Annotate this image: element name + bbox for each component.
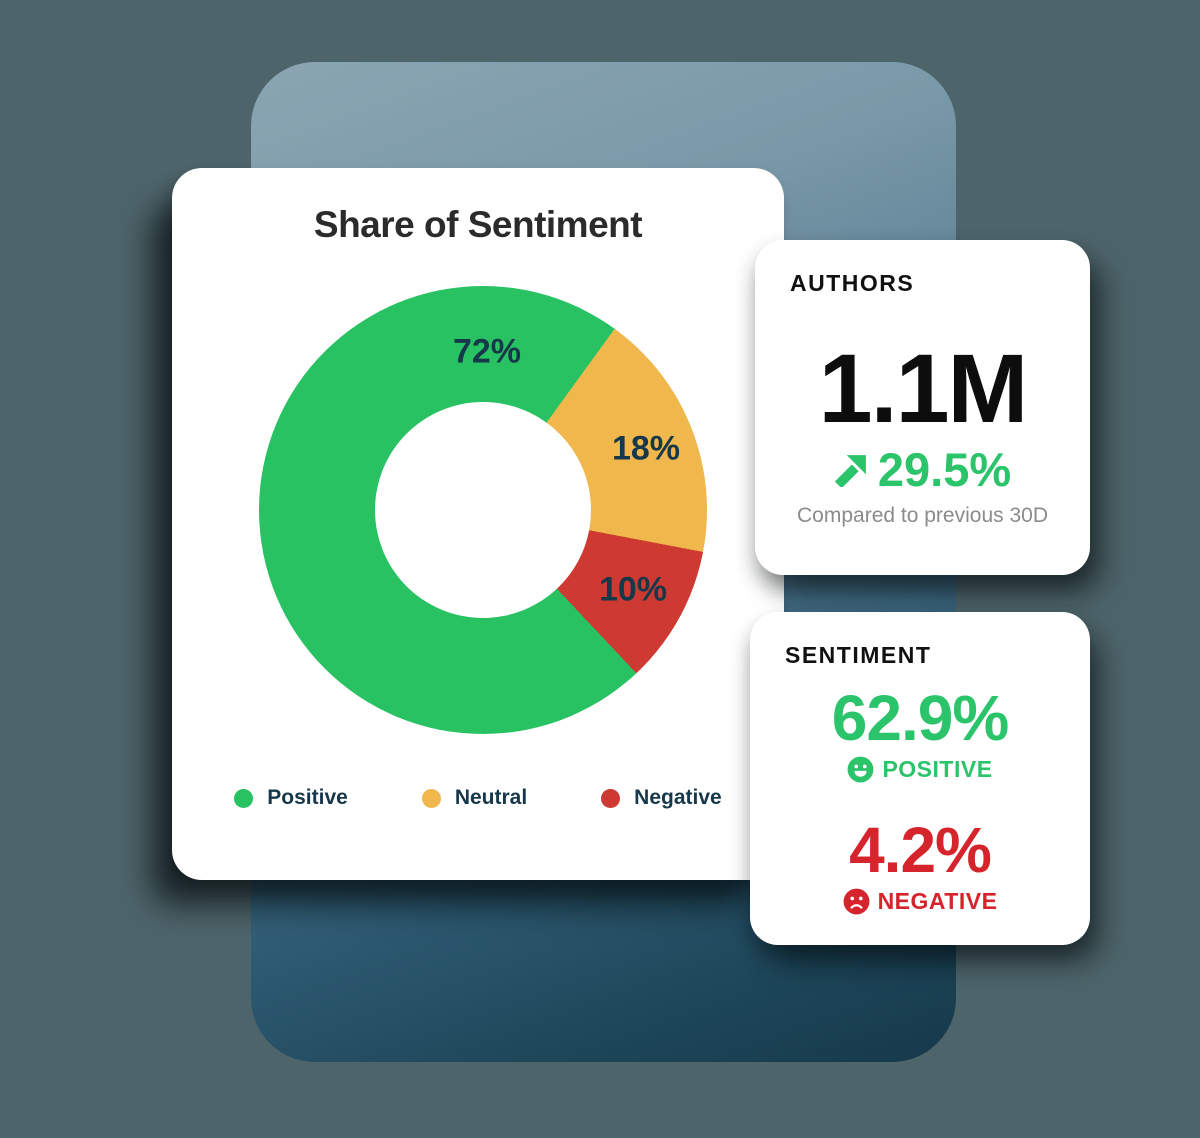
slice-label-neutral: 18% (611, 429, 681, 468)
slice-label-negative: 10% (598, 570, 668, 609)
legend-label-negative: Negative (634, 786, 722, 809)
authors-change-row: 29.5% (755, 442, 1090, 497)
authors-caption: Compared to previous 30D (797, 504, 1048, 527)
legend-item-neutral: Neutral (421, 786, 528, 810)
sentiment-negative-row: NEGATIVE (750, 888, 1090, 915)
authors-card: AUTHORS 1.1M 29.5% Compared to previous … (755, 240, 1090, 575)
positive-dot-icon (234, 788, 254, 808)
sentiment-header: SENTIMENT (785, 642, 932, 668)
share-of-sentiment-card: Share of Sentiment 72% 18% 10% Positive … (172, 168, 784, 880)
chart-title: Share of Sentiment (313, 204, 643, 245)
sentiment-negative-label: NEGATIVE (877, 888, 998, 914)
sentiment-negative-value: 4.2% (849, 814, 992, 886)
trend-up-arrow-icon (834, 453, 868, 487)
sentiment-positive-row: POSITIVE (750, 756, 1090, 783)
sentiment-positive-value: 62.9% (831, 682, 1009, 754)
legend-item-negative: Negative (601, 786, 722, 810)
authors-header: AUTHORS (790, 270, 915, 296)
sentiment-card: SENTIMENT 62.9% POSITIVE 4.2% NEGATIVE (750, 612, 1090, 945)
legend-item-positive: Positive (234, 786, 348, 810)
legend-label-neutral: Neutral (454, 786, 528, 809)
smiley-face-icon (847, 756, 874, 783)
donut-hole (375, 402, 591, 618)
authors-change-value: 29.5% (877, 443, 1012, 496)
negative-dot-icon (601, 788, 621, 808)
slice-label-positive: 72% (452, 332, 522, 371)
sentiment-positive-label: POSITIVE (882, 756, 993, 782)
donut-chart: 72% 18% 10% (259, 286, 707, 734)
neutral-dot-icon (421, 788, 441, 808)
authors-value: 1.1M (818, 334, 1029, 443)
chart-legend: Positive Neutral Negative (172, 786, 784, 810)
frowny-face-icon (843, 888, 870, 915)
legend-label-positive: Positive (267, 786, 348, 809)
